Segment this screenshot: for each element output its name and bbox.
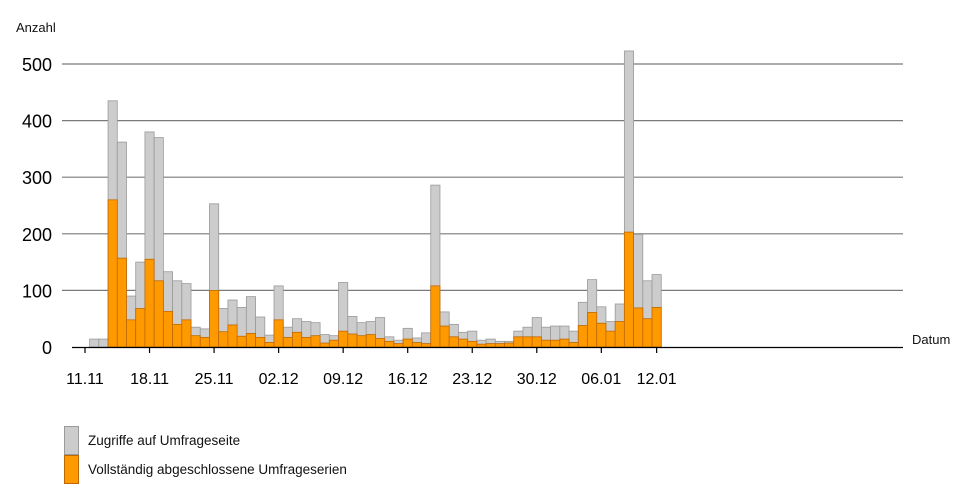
bar-completed: [356, 335, 367, 348]
bar-completed: [485, 343, 496, 348]
y-tick-label: 500: [22, 55, 52, 75]
bar-completed: [236, 335, 247, 348]
bar-completed: [338, 330, 349, 348]
bar-chart: 0 100 200 300 400 500 11.11 18.11 25.11 02.12 09.…: [16, 20, 950, 388]
bar-completed: [568, 342, 579, 348]
bar-completed: [273, 319, 284, 348]
bar-completed: [605, 330, 616, 348]
bar-completed: [596, 322, 607, 348]
bar-completed: [384, 340, 395, 348]
bar-completed: [282, 336, 293, 348]
bar-completed: [172, 323, 183, 348]
bar-completed: [421, 343, 432, 348]
x-tick-label: 30.12: [517, 371, 557, 388]
bar-completed: [448, 336, 459, 348]
bar-completed: [559, 338, 570, 348]
bar-completed: [153, 280, 164, 348]
x-tick-label: 16.12: [388, 371, 428, 388]
bar-completed: [411, 342, 422, 348]
x-tick-labels: 11.11 18.11 25.11 02.12 09.12 16.12 23.12 30.12…: [66, 347, 677, 388]
bar-completed: [328, 339, 339, 348]
y-tick-label: 300: [22, 168, 52, 188]
y-tick-label: 100: [22, 281, 52, 301]
bar-completed: [577, 325, 588, 348]
x-tick-label: 11.11: [66, 371, 104, 388]
bar-completed: [264, 342, 275, 348]
bar-completed: [135, 308, 146, 348]
bar-completed: [209, 289, 220, 348]
bar-completed: [218, 331, 229, 348]
bar-completed: [116, 257, 127, 348]
bar-completed: [587, 312, 598, 348]
bar-completed: [504, 342, 515, 348]
x-tick-label: 02.12: [259, 371, 299, 388]
legend-swatch-orange: [64, 455, 79, 484]
completed-bars: [107, 199, 662, 348]
legend-item-completed: Vollständig abgeschlossene Umfrageserien: [64, 455, 347, 484]
bar-completed: [651, 306, 662, 348]
legend-item-access: Zugriffe auf Umfrageseite: [64, 426, 347, 455]
bar-completed: [467, 340, 478, 348]
bar-completed: [126, 319, 137, 348]
x-tick-label: 25.11: [195, 371, 234, 388]
bar-completed: [181, 319, 192, 348]
bar-completed: [347, 333, 358, 348]
y-tick-labels: 0 100 200 300 400 500: [22, 55, 52, 358]
bar-completed: [162, 310, 173, 348]
bar-completed: [531, 336, 542, 348]
x-tick-label: 06.01: [581, 371, 621, 388]
bar-completed: [375, 338, 386, 348]
bar-completed: [614, 321, 625, 348]
bar-completed: [310, 335, 321, 348]
y-axis-label: Anzahl: [16, 20, 56, 35]
bar-completed: [540, 339, 552, 348]
bar-completed: [458, 338, 469, 348]
bar-completed: [107, 199, 118, 348]
bar-completed: [319, 342, 330, 348]
bar-completed: [550, 339, 561, 348]
x-axis-label: Datum: [912, 332, 950, 347]
x-tick-label: 12.01: [637, 371, 677, 388]
bar-access: [89, 338, 100, 348]
bar-completed: [245, 333, 256, 348]
bar-completed: [522, 336, 533, 348]
x-tick-label: 09.12: [323, 371, 363, 388]
bar-completed: [623, 231, 634, 348]
y-tick-label: 400: [22, 112, 52, 132]
bar-completed: [292, 331, 303, 348]
legend-swatch-grey: [64, 426, 79, 455]
legend-label-completed: Vollständig abgeschlossene Umfrageserien: [88, 462, 347, 477]
bar-completed: [402, 338, 413, 348]
bar-completed: [393, 343, 404, 348]
bar-completed: [301, 336, 312, 348]
bar-completed: [430, 285, 441, 348]
bar-completed: [439, 325, 450, 348]
legend: Zugriffe auf Umfrageseite Vollständig ab…: [64, 426, 347, 484]
gridlines: [62, 63, 903, 291]
bar-completed: [365, 334, 376, 348]
bar-completed: [494, 343, 505, 348]
legend-label-access: Zugriffe auf Umfrageseite: [88, 433, 241, 448]
x-tick-label: 23.12: [452, 371, 492, 388]
bar-completed: [642, 318, 653, 348]
y-tick-label: 200: [22, 225, 52, 245]
bar-completed: [633, 307, 644, 348]
bar-completed: [227, 324, 238, 348]
access-bars: [89, 50, 662, 348]
bar-completed: [476, 343, 487, 348]
y-tick-label: 0: [42, 338, 52, 358]
bar-completed: [144, 258, 155, 348]
bar-access: [98, 338, 109, 348]
x-tick-label: 18.11: [130, 371, 169, 388]
bar-completed: [513, 336, 524, 348]
bar-completed: [199, 336, 210, 348]
bar-completed: [255, 336, 266, 348]
bar-completed: [190, 335, 201, 348]
